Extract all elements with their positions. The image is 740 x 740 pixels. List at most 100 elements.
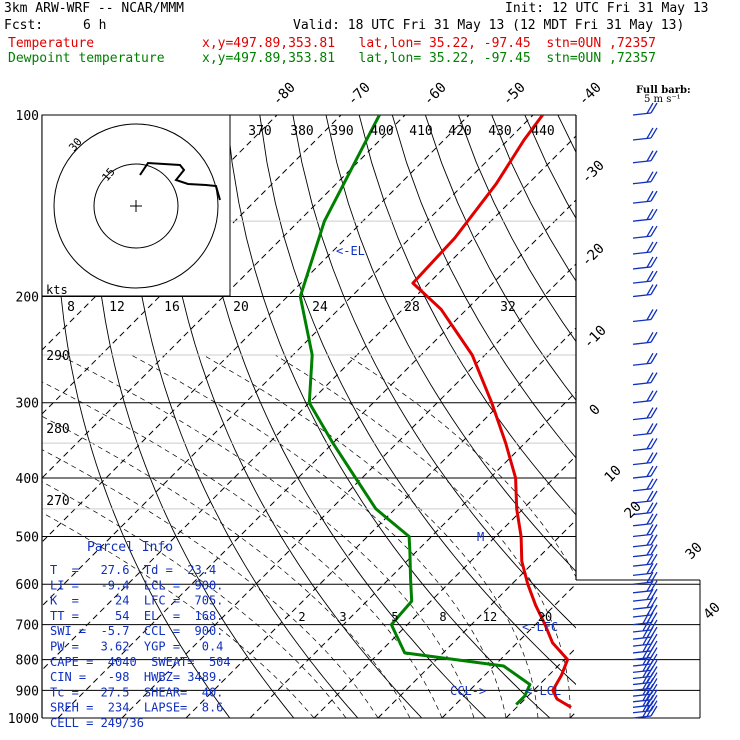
- isotherm-label: -80: [270, 80, 299, 109]
- moist-adiabat-line: [131, 354, 507, 718]
- parcel-info-row: CIN = -98 HWBZ= 3489.: [50, 670, 223, 684]
- forecast-label: Fcst:: [4, 18, 44, 33]
- mixing-ratio-label: 8: [439, 610, 446, 624]
- moist-adiabat-line: [59, 354, 475, 718]
- wind-barb: [632, 571, 658, 585]
- isotherm-label: -20: [579, 241, 608, 270]
- moist-adiabat-line: [42, 481, 347, 718]
- hodograph-ring: [93, 163, 179, 249]
- dry-adiabat-line: [724, 115, 740, 718]
- wind-barb: [632, 150, 658, 164]
- model-title: 3km ARW-WRF -- NCAR/MMM: [4, 1, 185, 16]
- temperature-trace-label: Temperature: [8, 36, 95, 51]
- pressure-tick-label: 400: [16, 472, 39, 487]
- isotherm-label: -40: [576, 80, 605, 109]
- isotherm-line: [249, 391, 576, 718]
- wind-barb: [632, 127, 658, 141]
- theta-label: 370: [248, 124, 271, 139]
- moist-adiabat-line: [42, 381, 443, 718]
- theta-label: 390: [330, 124, 353, 139]
- isotherm-label: 40: [701, 600, 724, 623]
- init-time: Init: 12 UTC Fri 31 May 13: [505, 1, 709, 16]
- pressure-tick-label: 100: [16, 109, 39, 124]
- isotherm-label: -60: [421, 80, 450, 109]
- theta-label: 290: [46, 349, 69, 364]
- parcel-info-row: TT = 54 EL = 168.: [50, 609, 223, 623]
- isotherm-line: [42, 115, 342, 415]
- wind-barb: [632, 102, 658, 116]
- mixing-ratio-label: 2: [298, 610, 305, 624]
- theta-label: 410: [409, 124, 432, 139]
- wind-barb: [632, 604, 658, 618]
- dry-adiabat-line: [657, 115, 740, 718]
- ccl-label: CCL->: [450, 684, 486, 698]
- theta-label: 280: [46, 422, 69, 437]
- theta-label: 420: [448, 124, 471, 139]
- dewpoint-trace-label: Dewpoint temperature: [8, 51, 165, 66]
- pressure-tick-label: 300: [16, 397, 39, 412]
- wind-barb: [632, 619, 658, 633]
- wind-barb: [632, 563, 658, 576]
- dewpoint-trace: [298, 115, 532, 706]
- hodograph-speed-unit: kts: [46, 283, 68, 297]
- moist-adiabat-line: [203, 354, 539, 718]
- barb-legend-value: 5 m s⁻¹: [644, 94, 681, 105]
- moist-adiabat-line: [274, 354, 571, 718]
- isotherm-label: -10: [581, 323, 610, 352]
- dry-adiabat-line: [391, 115, 576, 459]
- hodograph-trace: [139, 161, 221, 201]
- wind-barb: [632, 465, 658, 479]
- pressure-tick-label: 500: [16, 530, 39, 545]
- wind-barb: [632, 640, 658, 654]
- isotherm-label: 30: [683, 540, 706, 563]
- wind-barb: [632, 700, 658, 714]
- wind-barb: [632, 580, 658, 594]
- isotherm-line: [42, 115, 406, 479]
- theta-label: 270: [46, 494, 69, 509]
- dewpoint-location: x,y=497.89,353.81 lat,lon= 35.22, -97.45…: [202, 51, 656, 66]
- pressure-tick-label: 600: [16, 578, 39, 593]
- pressure-tick-label: 200: [16, 291, 39, 306]
- wind-barb: [632, 352, 658, 366]
- wind-barb: [632, 553, 658, 567]
- dry-adiabat-line: [226, 115, 551, 718]
- wind-barb: [632, 407, 658, 421]
- isotherm-line: [698, 115, 740, 718]
- isotherm-line: [42, 115, 470, 543]
- wind-barb: [632, 478, 658, 492]
- wind-barb: [632, 256, 658, 270]
- hodograph-ring: [53, 123, 219, 289]
- parcel-info-title: Parcel Info: [87, 540, 173, 555]
- dry-adiabat-line: [424, 115, 576, 401]
- pressure-tick-label: 1000: [8, 712, 39, 727]
- parcel-info-row: LI = -9.4 LCL = 900.: [50, 578, 223, 592]
- forecast-hour: 6 h: [83, 18, 107, 33]
- pressure-tick-label: 800: [16, 654, 39, 669]
- dry-adiabat-line: [591, 115, 740, 718]
- moist-adiabat-line: [42, 512, 315, 718]
- wind-barb: [632, 270, 658, 284]
- pressure-tick-label: 900: [16, 684, 39, 699]
- temperature-trace: [411, 115, 572, 709]
- lfc-label: <-LFC: [522, 620, 558, 634]
- isotherm-label: 0: [587, 402, 604, 419]
- wind-barb: [632, 331, 658, 345]
- parcel-info-row: CELL = 249/36: [50, 716, 144, 730]
- hodograph-speed-label: 24: [312, 300, 328, 315]
- hodograph-speed-label: 28: [404, 300, 420, 315]
- isotherm-line: [634, 115, 740, 718]
- parcel-info-row: Tc = 27.5 SHEAR= 40.: [50, 685, 223, 699]
- wind-barb: [632, 612, 658, 626]
- wind-barb: [632, 544, 658, 558]
- isotherm-line: [185, 327, 576, 718]
- theta-label: 400: [370, 124, 393, 139]
- isotherm-line: [57, 199, 576, 718]
- wind-barb: [632, 225, 658, 239]
- hodograph-speed-label: 20: [233, 300, 249, 315]
- barb-legend-title: Full barb:: [636, 85, 691, 96]
- dry-adiabat-line: [690, 115, 740, 718]
- wind-barb: [632, 372, 658, 386]
- wind-barb: [632, 534, 658, 548]
- wind-barb: [632, 490, 658, 504]
